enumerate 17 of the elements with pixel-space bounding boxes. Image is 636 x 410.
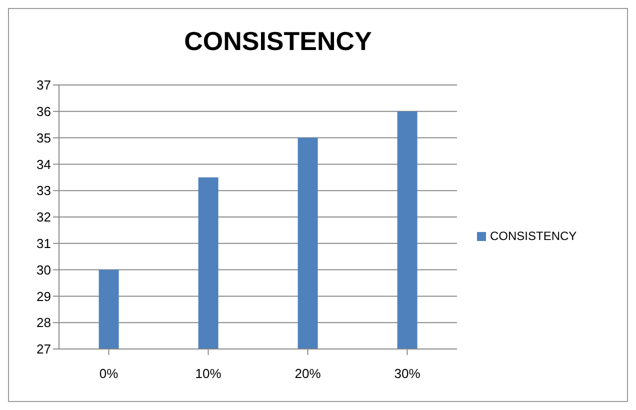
x-tick-label: 20% (294, 366, 322, 382)
x-tick-label: 0% (99, 366, 119, 382)
y-tick-label: 36 (36, 104, 51, 120)
y-tick-label: 31 (36, 236, 51, 252)
y-tick-label: 28 (36, 315, 51, 330)
y-tick-label: 37 (36, 78, 51, 93)
chart-title: CONSISTENCY (183, 24, 373, 58)
x-tick-label: 30% (394, 366, 421, 382)
y-tick-label: 32 (36, 210, 51, 225)
y-tick-label: 34 (36, 156, 51, 172)
y-tick-label: 33 (36, 183, 51, 198)
y-tick-label: 35 (36, 130, 51, 146)
legend-label: CONSISTENCY (490, 229, 577, 243)
x-tick-label: 10% (195, 366, 222, 382)
y-tick-label: 27 (36, 342, 51, 357)
y-tick-label: 30 (36, 262, 51, 278)
y-tick-label: 29 (36, 288, 51, 304)
